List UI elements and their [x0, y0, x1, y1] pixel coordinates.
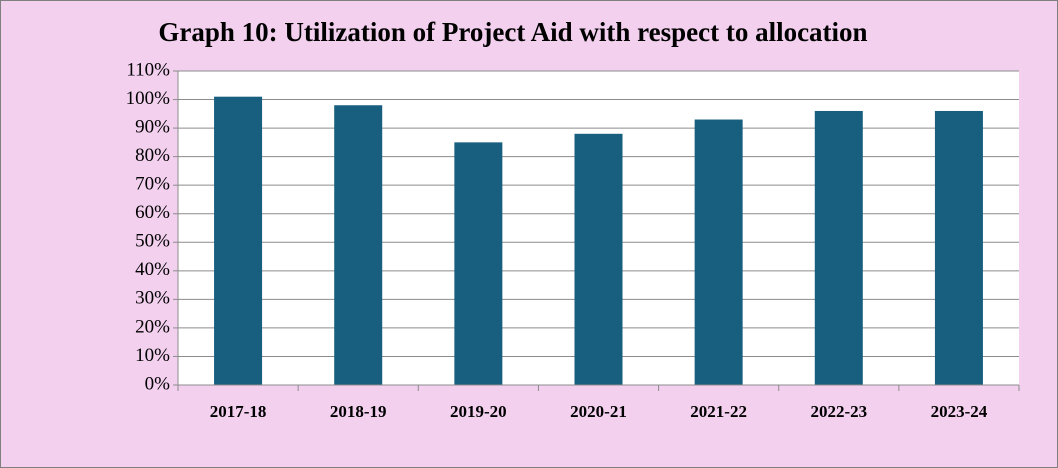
bar	[214, 96, 263, 385]
x-tick-label: 2017-18	[210, 402, 267, 421]
bar	[814, 110, 863, 386]
y-tick-label: 0%	[145, 373, 171, 394]
y-tick-label: 90%	[135, 116, 170, 137]
x-tick-label: 2021-22	[690, 402, 747, 421]
y-tick-label: 60%	[135, 202, 170, 223]
y-tick-label: 30%	[135, 288, 170, 309]
x-tick-label: 2018-19	[330, 402, 387, 421]
y-tick-label: 110%	[126, 59, 170, 80]
y-tick-label: 20%	[135, 316, 170, 337]
y-tick-label: 40%	[135, 259, 170, 280]
x-tick-label: 2020-21	[570, 402, 627, 421]
x-tick-label: 2022-23	[810, 402, 867, 421]
y-tick-label: 80%	[135, 145, 170, 166]
bar	[334, 105, 383, 385]
bar	[454, 142, 503, 385]
chart-title: Graph 10: Utilization of Project Aid wit…	[158, 17, 868, 47]
x-tick-label: 2023-24	[931, 402, 988, 421]
bar	[694, 119, 743, 385]
y-tick-label: 50%	[135, 231, 170, 252]
y-tick-label: 10%	[135, 345, 170, 366]
bar	[934, 110, 983, 386]
x-tick-label: 2019-20	[450, 402, 507, 421]
y-tick-label: 70%	[135, 174, 170, 195]
bar	[574, 133, 623, 385]
y-tick-label: 100%	[126, 88, 171, 109]
